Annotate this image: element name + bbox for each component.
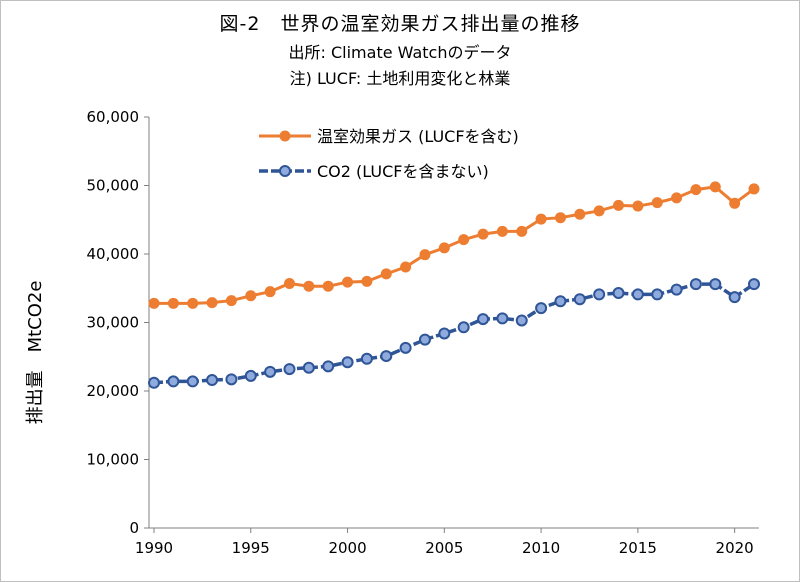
y-tick-labels: 0 10,000 20,000 30,000 40,000 50,000 60,000 — [87, 108, 140, 537]
x-tick-label: 1990 — [135, 539, 173, 557]
data-point — [419, 249, 431, 261]
data-point — [167, 297, 179, 309]
data-point — [225, 373, 238, 386]
data-point — [380, 350, 393, 363]
data-point — [554, 212, 566, 224]
x-tick-label: 1995 — [232, 539, 270, 557]
data-point — [148, 297, 160, 309]
chart-title: 図-2 世界の温室効果ガス排出量の推移 — [219, 13, 581, 35]
data-point — [245, 290, 257, 302]
data-point — [690, 184, 702, 196]
data-point — [187, 297, 199, 309]
data-point — [167, 375, 180, 388]
data-point — [438, 242, 450, 254]
data-point — [206, 374, 219, 387]
data-point — [264, 365, 277, 378]
legend: 温室効果ガス (LUCFを含む) CO2 (LUCFを含まない) — [259, 127, 519, 181]
series-lines — [148, 181, 760, 389]
y-axis-label: 排出量 MtCO2e — [25, 281, 46, 425]
y-tick-label: 50,000 — [87, 177, 140, 195]
data-point — [573, 293, 586, 306]
data-point — [516, 225, 528, 237]
data-point — [283, 277, 295, 289]
x-tick-labels: 1990 1995 2000 2005 2010 2015 2020 — [135, 539, 754, 557]
data-point — [651, 197, 663, 209]
data-point — [496, 312, 509, 325]
y-tick-label: 30,000 — [87, 314, 140, 332]
data-point — [303, 280, 315, 292]
legend-marker — [279, 130, 291, 142]
chart-subtitle-note: 注) LUCF: 土地利用変化と林業 — [289, 69, 511, 88]
y-tick-label: 60,000 — [87, 108, 140, 126]
data-point — [186, 375, 199, 388]
data-point — [458, 234, 470, 246]
data-point — [535, 213, 547, 225]
data-point — [399, 341, 412, 354]
data-point — [302, 361, 315, 374]
x-tick-label: 2010 — [522, 539, 560, 557]
y-tick-label: 10,000 — [87, 451, 140, 469]
data-point — [342, 276, 354, 288]
data-point — [477, 228, 489, 240]
data-point — [670, 283, 683, 296]
data-point — [613, 199, 625, 211]
data-point — [709, 278, 722, 291]
data-point — [361, 275, 373, 287]
data-point — [322, 280, 334, 292]
data-point — [535, 302, 548, 315]
legend-label: CO2 (LUCFを含まない) — [317, 162, 489, 181]
data-point — [515, 314, 528, 327]
data-point — [341, 356, 354, 369]
data-point — [593, 288, 606, 301]
data-point — [574, 208, 586, 220]
y-tick-label: 40,000 — [87, 245, 140, 263]
data-point — [360, 352, 373, 365]
data-point — [322, 360, 335, 373]
data-point — [244, 369, 257, 382]
data-point — [554, 295, 567, 308]
series-line — [154, 185, 755, 305]
y-tick-label: 20,000 — [87, 382, 140, 400]
data-point — [709, 181, 721, 193]
data-point — [438, 327, 451, 340]
data-point — [264, 286, 276, 298]
legend-marker — [279, 165, 291, 177]
data-point — [418, 333, 431, 346]
data-point — [225, 295, 237, 307]
data-point — [632, 200, 644, 212]
data-point — [651, 288, 664, 301]
chart-subtitle-source: 出所: Climate Watchのデータ — [288, 43, 512, 62]
x-tick-label: 2015 — [619, 539, 657, 557]
data-point — [748, 278, 760, 291]
series-1 — [148, 181, 760, 309]
data-point — [728, 291, 741, 304]
x-tick-label: 2005 — [425, 539, 463, 557]
data-point — [612, 287, 625, 300]
axes — [144, 116, 759, 533]
data-point — [689, 278, 702, 291]
data-point — [477, 313, 490, 326]
data-point — [380, 268, 392, 280]
x-tick-label: 2000 — [328, 539, 366, 557]
data-point — [206, 297, 218, 309]
data-point — [729, 197, 741, 209]
data-point — [748, 183, 760, 195]
legend-label: 温室効果ガス (LUCFを含む) — [317, 127, 519, 146]
y-tick-label: 0 — [129, 519, 139, 537]
data-point — [593, 205, 605, 217]
data-point — [457, 321, 470, 334]
data-point — [631, 288, 644, 301]
series-2 — [148, 278, 760, 389]
data-point — [283, 363, 296, 376]
data-point — [671, 192, 683, 204]
x-tick-label: 2020 — [716, 539, 754, 557]
data-point — [400, 261, 412, 273]
data-point — [496, 225, 508, 237]
data-point — [148, 376, 160, 389]
